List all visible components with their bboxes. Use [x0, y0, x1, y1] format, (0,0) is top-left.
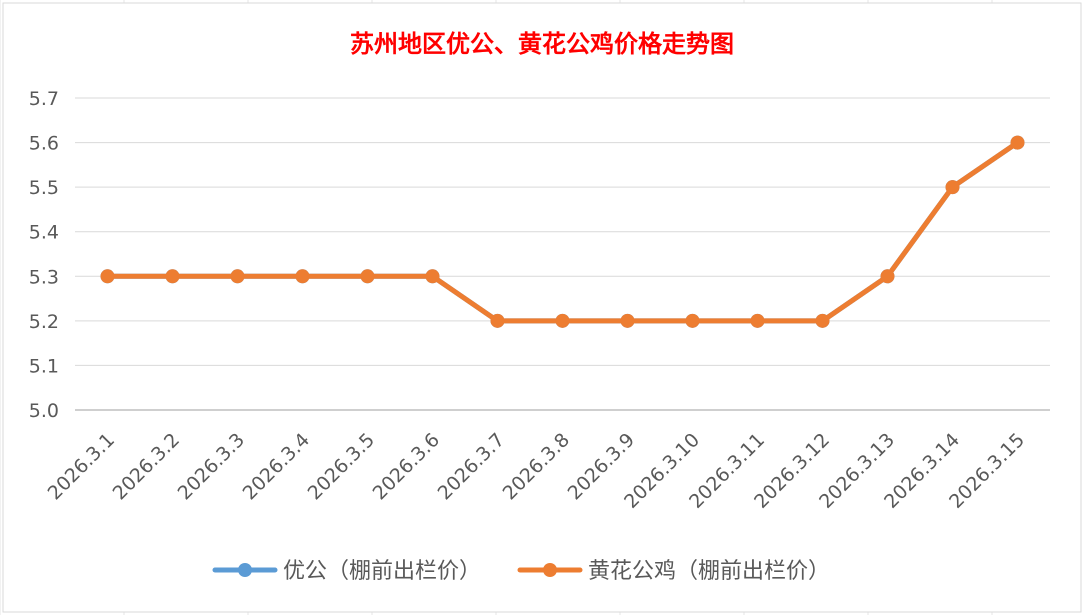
y-tick-label: 5.0: [29, 400, 59, 422]
y-axis-tick-labels: 5.0 5.1 5.2 5.3 5.4 5.5 5.6 5.7: [29, 88, 59, 422]
data-point-marker: [425, 269, 440, 284]
y-tick-label: 5.1: [29, 355, 59, 377]
y-tick-label: 5.4: [29, 222, 59, 244]
data-point-marker: [1010, 135, 1025, 150]
legend-marker: [543, 563, 557, 577]
legend: 优公（棚前出栏价） 黄花公鸡（棚前出栏价）: [212, 559, 830, 584]
y-tick-label: 5.7: [29, 88, 59, 110]
data-point-marker: [750, 313, 765, 328]
data-point-marker: [490, 313, 505, 328]
data-point-marker: [100, 269, 115, 284]
legend-label: 优公（棚前出栏价）: [283, 559, 481, 584]
data-point-marker: [295, 269, 310, 284]
data-point-marker: [945, 180, 960, 195]
legend-marker: [238, 563, 252, 577]
data-point-marker: [815, 313, 830, 328]
legend-label: 黄花公鸡（棚前出栏价）: [588, 559, 830, 584]
data-point-marker: [360, 269, 375, 284]
data-point-marker: [555, 313, 570, 328]
series-layer: [100, 135, 1025, 328]
y-tick-label: 5.5: [29, 177, 59, 199]
chart-title: 苏州地区优公、黄花公鸡价格走势图: [350, 29, 734, 58]
y-tick-label: 5.6: [29, 133, 59, 155]
data-point-marker: [880, 269, 895, 284]
data-point-marker: [165, 269, 180, 284]
series-2: [100, 135, 1025, 328]
data-point-marker: [620, 313, 635, 328]
legend-item: 优公（棚前出栏价）: [212, 559, 481, 584]
legend-item: 黄花公鸡（棚前出栏价）: [517, 559, 830, 584]
data-point-marker: [230, 269, 245, 284]
y-tick-label: 5.3: [29, 266, 59, 288]
y-tick-label: 5.2: [29, 311, 59, 333]
data-point-marker: [685, 313, 700, 328]
